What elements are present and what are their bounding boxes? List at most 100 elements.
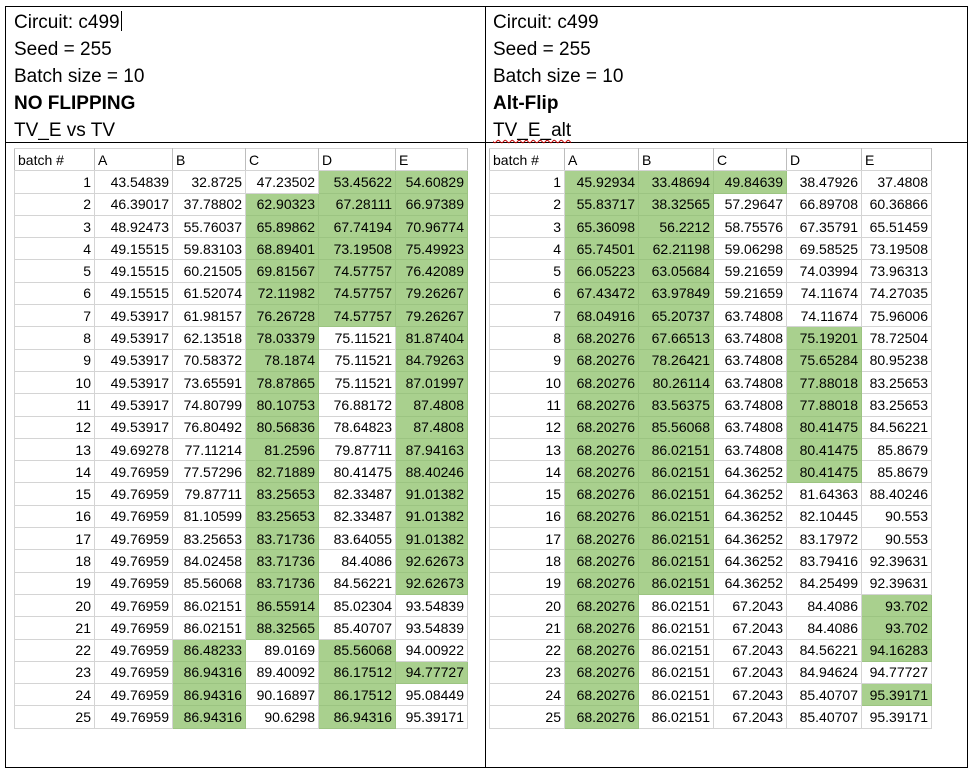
value-cell[interactable]: 85.02304 <box>318 593 396 618</box>
value-cell[interactable]: 89.0169 <box>245 638 319 662</box>
value-cell[interactable]: 77.57296 <box>172 460 246 484</box>
value-cell[interactable]: 63.74808 <box>713 304 787 328</box>
value-cell[interactable]: 81.87404 <box>395 326 468 350</box>
value-cell[interactable]: 86.02151 <box>638 593 714 618</box>
value-cell[interactable]: 85.56068 <box>172 571 246 595</box>
value-cell[interactable]: 86.17512 <box>318 683 396 707</box>
value-cell[interactable]: 68.20276 <box>564 482 639 506</box>
value-cell[interactable]: 76.42089 <box>395 259 468 283</box>
value-cell[interactable]: 63.74808 <box>713 437 787 462</box>
batch-number-cell[interactable]: 14 <box>489 460 565 484</box>
value-cell[interactable]: 80.95238 <box>861 348 932 372</box>
value-cell[interactable]: 67.2043 <box>713 593 787 618</box>
value-cell[interactable]: 49.53917 <box>94 326 173 350</box>
value-cell[interactable]: 73.19508 <box>861 237 932 261</box>
value-cell[interactable]: 92.39631 <box>861 571 932 595</box>
value-cell[interactable]: 85.40707 <box>786 705 862 729</box>
value-cell[interactable]: 32.8725 <box>172 170 246 194</box>
value-cell[interactable]: 84.94624 <box>786 660 862 685</box>
value-cell[interactable]: 85.56068 <box>318 638 396 662</box>
value-cell[interactable]: 67.28111 <box>318 192 396 216</box>
value-cell[interactable]: 68.20276 <box>564 683 639 707</box>
batch-number-cell[interactable]: 15 <box>14 482 95 506</box>
batch-number-cell[interactable]: 17 <box>14 527 95 551</box>
batch-number-cell[interactable]: 19 <box>14 571 95 595</box>
value-cell[interactable]: 49.76959 <box>94 549 173 573</box>
value-cell[interactable]: 60.36866 <box>861 192 932 216</box>
value-cell[interactable]: 65.36098 <box>564 214 639 239</box>
value-cell[interactable]: 75.96006 <box>861 304 932 328</box>
value-cell[interactable]: 77.11214 <box>172 437 246 462</box>
value-cell[interactable]: 68.20276 <box>564 348 639 372</box>
value-cell[interactable]: 78.72504 <box>861 326 932 350</box>
value-cell[interactable]: 82.33487 <box>318 482 396 506</box>
value-cell[interactable]: 70.58372 <box>172 348 246 372</box>
value-cell[interactable]: 72.11982 <box>245 281 319 306</box>
value-cell[interactable]: 83.17972 <box>786 527 862 551</box>
value-cell[interactable]: 90.6298 <box>245 705 319 729</box>
value-cell[interactable]: 79.87711 <box>318 437 396 462</box>
batch-number-cell[interactable]: 20 <box>489 593 565 618</box>
value-cell[interactable]: 80.56836 <box>245 415 319 439</box>
value-cell[interactable]: 66.97389 <box>395 192 468 216</box>
value-cell[interactable]: 75.49923 <box>395 237 468 261</box>
value-cell[interactable]: 67.2043 <box>713 705 787 729</box>
value-cell[interactable]: 85.56068 <box>638 415 714 439</box>
value-cell[interactable]: 49.76959 <box>94 482 173 506</box>
value-cell[interactable]: 83.25653 <box>172 527 246 551</box>
value-cell[interactable]: 86.02151 <box>638 616 714 640</box>
value-cell[interactable]: 49.76959 <box>94 660 173 685</box>
value-cell[interactable]: 49.84639 <box>713 170 787 194</box>
batch-number-cell[interactable]: 1 <box>489 170 565 194</box>
value-cell[interactable]: 49.53917 <box>94 304 173 328</box>
value-cell[interactable]: 74.11674 <box>786 281 862 306</box>
value-cell[interactable]: 59.83103 <box>172 237 246 261</box>
batch-number-cell[interactable]: 2 <box>489 192 565 216</box>
value-cell[interactable]: 58.75576 <box>713 214 787 239</box>
value-cell[interactable]: 81.64363 <box>786 482 862 506</box>
value-cell[interactable]: 79.26267 <box>395 281 468 306</box>
value-cell[interactable]: 94.77727 <box>395 660 468 685</box>
value-cell[interactable]: 84.4086 <box>318 549 396 573</box>
value-cell[interactable]: 74.57757 <box>318 304 396 328</box>
value-cell[interactable]: 68.20276 <box>564 437 639 462</box>
value-cell[interactable]: 74.57757 <box>318 259 396 283</box>
value-cell[interactable]: 43.54839 <box>94 170 173 194</box>
value-cell[interactable]: 49.76959 <box>94 527 173 551</box>
value-cell[interactable]: 59.21659 <box>713 281 787 306</box>
batch-number-cell[interactable]: 18 <box>489 549 565 573</box>
value-cell[interactable]: 83.25653 <box>245 504 319 529</box>
value-cell[interactable]: 67.43472 <box>564 281 639 306</box>
batch-number-cell[interactable]: 12 <box>14 415 95 439</box>
value-cell[interactable]: 67.2043 <box>713 616 787 640</box>
value-cell[interactable]: 63.74808 <box>713 415 787 439</box>
batch-number-cell[interactable]: 5 <box>489 259 565 283</box>
value-cell[interactable]: 67.2043 <box>713 660 787 685</box>
value-cell[interactable]: 38.47926 <box>786 170 862 194</box>
value-cell[interactable]: 94.00922 <box>395 638 468 662</box>
batch-number-cell[interactable]: 3 <box>14 214 95 239</box>
batch-number-cell[interactable]: 1 <box>14 170 95 194</box>
value-cell[interactable]: 86.02151 <box>638 683 714 707</box>
value-cell[interactable]: 55.83717 <box>564 192 639 216</box>
value-cell[interactable]: 80.41475 <box>786 460 862 484</box>
value-cell[interactable]: 80.41475 <box>318 460 396 484</box>
value-cell[interactable]: 91.01382 <box>395 527 468 551</box>
value-cell[interactable]: 86.02151 <box>638 460 714 484</box>
batch-number-cell[interactable]: 8 <box>14 326 95 350</box>
value-cell[interactable]: 49.15515 <box>94 259 173 283</box>
value-cell[interactable]: 78.64823 <box>318 415 396 439</box>
value-cell[interactable]: 75.19201 <box>786 326 862 350</box>
value-cell[interactable]: 74.57757 <box>318 281 396 306</box>
value-cell[interactable]: 37.4808 <box>861 170 932 194</box>
value-cell[interactable]: 74.80799 <box>172 393 246 417</box>
batch-number-cell[interactable]: 25 <box>489 705 565 729</box>
value-cell[interactable]: 49.15515 <box>94 237 173 261</box>
value-cell[interactable]: 77.88018 <box>786 370 862 395</box>
value-cell[interactable]: 68.20276 <box>564 549 639 573</box>
value-cell[interactable]: 80.10753 <box>245 393 319 417</box>
value-cell[interactable]: 80.41475 <box>786 415 862 439</box>
value-cell[interactable]: 93.702 <box>861 616 932 640</box>
value-cell[interactable]: 85.8679 <box>861 460 932 484</box>
value-cell[interactable]: 87.94163 <box>395 437 468 462</box>
